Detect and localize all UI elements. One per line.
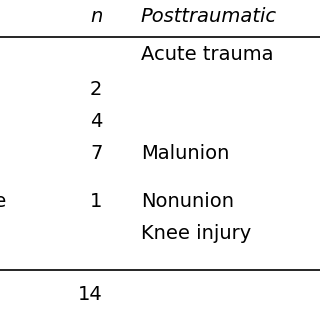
- Text: nee: nee: [0, 192, 6, 211]
- Text: 14: 14: [78, 285, 102, 304]
- Text: 4: 4: [90, 112, 102, 131]
- Text: Acute trauma: Acute trauma: [141, 45, 273, 64]
- Text: Nonunion: Nonunion: [141, 192, 234, 211]
- Text: Knee injury: Knee injury: [141, 224, 251, 243]
- Text: n: n: [90, 6, 102, 26]
- Text: 7: 7: [90, 144, 102, 163]
- Text: 1: 1: [90, 192, 102, 211]
- Text: 2: 2: [90, 80, 102, 99]
- Text: Posttraumatic: Posttraumatic: [141, 6, 277, 26]
- Text: Malunion: Malunion: [141, 144, 229, 163]
